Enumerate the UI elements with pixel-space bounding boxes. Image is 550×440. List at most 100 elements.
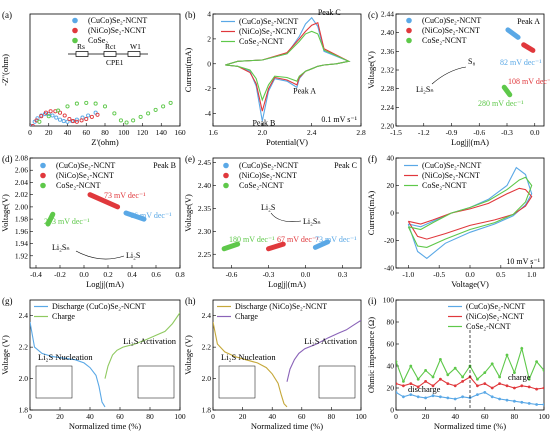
series-point bbox=[402, 384, 405, 388]
series-point bbox=[446, 373, 450, 377]
series-point bbox=[93, 101, 98, 106]
series-point bbox=[112, 111, 117, 116]
y-tick-label: 2.2 bbox=[19, 343, 29, 352]
slope-label: 73 mV dec⁻¹ bbox=[104, 191, 146, 200]
legend-label: (CuCo)Se₂-NCNT bbox=[239, 161, 298, 170]
y-tick-label: 2.08 bbox=[15, 154, 28, 163]
series-point bbox=[48, 109, 53, 114]
x-tick-label: 80 bbox=[328, 412, 336, 421]
legend-swatch bbox=[40, 162, 46, 169]
x-tick-label: 20 bbox=[56, 412, 64, 421]
x-tick-label: 60 bbox=[116, 412, 124, 421]
legend-label: (NiCo)Se₂-NCNT bbox=[466, 312, 524, 321]
plot-area bbox=[221, 239, 331, 252]
series-point bbox=[409, 393, 413, 396]
panel-label: (h) bbox=[185, 296, 196, 306]
y-tick-label: 1.96 bbox=[15, 227, 28, 236]
legend-label: (NiCo)Se₂-NCNT bbox=[239, 27, 297, 36]
panel-label: (a) bbox=[2, 10, 12, 20]
series-point bbox=[67, 116, 72, 122]
series-point bbox=[446, 396, 450, 400]
y-tick-label: 2.25 bbox=[198, 250, 211, 259]
legend-label: (NiCo)Se₂-NCNT bbox=[422, 26, 480, 35]
legend-label: (NiCo)Se₂-NCNT bbox=[88, 26, 146, 35]
legend-label: CoSe₂-NCNT bbox=[466, 322, 511, 331]
x-tick-label: -1.5 bbox=[390, 128, 402, 137]
legend-label: Charge bbox=[235, 312, 258, 321]
series-point bbox=[505, 398, 509, 402]
legend-label: (CuCo)Se₂-NCNT bbox=[466, 302, 525, 311]
slope-label: 66 mV dec⁻¹ bbox=[130, 211, 172, 220]
series-point bbox=[84, 100, 89, 105]
y-axis-label: Current(mA) bbox=[183, 48, 193, 93]
reaction-arrow bbox=[431, 66, 467, 85]
legend-label: CoSe₂ bbox=[88, 36, 108, 45]
x-tick-label: -0.4 bbox=[30, 270, 42, 279]
x-axis-label: Z'(ohm) bbox=[91, 137, 119, 147]
y-tick-label: 2.35 bbox=[198, 204, 211, 213]
x-tick-label: 20 bbox=[239, 412, 247, 421]
legend-swatch bbox=[72, 17, 78, 24]
y-tick-label: 2.02 bbox=[15, 190, 28, 199]
series-point bbox=[118, 118, 123, 123]
y-tick-label: 2.28 bbox=[381, 84, 394, 93]
plot-area bbox=[30, 100, 173, 126]
y-tick-label: 2.0 bbox=[19, 374, 29, 383]
x-axis-label: Normalized time (%) bbox=[69, 421, 141, 431]
series-point bbox=[89, 114, 94, 119]
y-tick-label: 1.8 bbox=[19, 406, 29, 415]
panel-b: (b) 1.6 2.0 2.4 2.8 -4 -2 0 2 4 Potential(V) Curren… bbox=[183, 8, 366, 147]
series-point bbox=[146, 111, 151, 116]
series-point bbox=[483, 382, 487, 385]
legend-label: (NiCo)Se₂-NCNT bbox=[239, 171, 297, 180]
plot-area bbox=[501, 27, 536, 98]
panel-h: (h) 0 20 40 60 80 100 1.8 2.0 2.2 2.4 Normalized ti… bbox=[183, 296, 367, 431]
legend-label: CoSe₂-NCNT bbox=[239, 37, 284, 46]
series-point bbox=[439, 377, 442, 381]
y-tick-label: 2.0 bbox=[202, 374, 212, 383]
series-point bbox=[439, 358, 442, 361]
x-axis-label: Potential(V) bbox=[266, 137, 308, 147]
annotation: Peak B bbox=[252, 118, 275, 127]
series-point bbox=[61, 119, 66, 124]
annotation: Li₂S Nucleation bbox=[221, 352, 276, 362]
circuit-warburg bbox=[127, 51, 141, 57]
y-tick-label: 0 bbox=[390, 406, 394, 415]
series-point bbox=[424, 380, 427, 383]
x-tick-label: 0.0 bbox=[530, 128, 540, 137]
x-tick-label: 1.6 bbox=[208, 128, 218, 137]
series-point bbox=[86, 113, 91, 118]
y-tick-label: 2.4 bbox=[19, 311, 29, 320]
plot-frame bbox=[212, 13, 362, 127]
tafel-segment bbox=[221, 241, 241, 252]
annotation: Li₂S Activation bbox=[304, 336, 358, 346]
tafel-segment bbox=[266, 241, 286, 252]
annotation: S₈ bbox=[468, 57, 475, 66]
inset-plot bbox=[35, 365, 73, 399]
y-axis-label: Voltage(V) bbox=[366, 51, 376, 89]
legend-label: CoSe₂-NCNT bbox=[56, 181, 101, 190]
x-tick-label: -1.0 bbox=[402, 270, 414, 279]
series-line bbox=[213, 321, 288, 408]
series-point bbox=[396, 382, 398, 385]
series-point bbox=[490, 386, 494, 390]
panel-g: (g) 0 20 40 60 80 100 1.8 2.0 2.2 2.4 Normalized ti… bbox=[0, 296, 186, 431]
y-tick-label: -20 bbox=[384, 236, 394, 245]
x-tick-label: 100 bbox=[538, 412, 550, 421]
y-tick-label: 2.30 bbox=[198, 227, 211, 236]
series-point bbox=[513, 399, 516, 403]
x-tick-label: 60 bbox=[83, 128, 91, 137]
series-point bbox=[46, 114, 51, 119]
series-point bbox=[498, 397, 501, 401]
y-tick-label: 2.20 bbox=[381, 122, 394, 131]
x-tick-label: -1.2 bbox=[418, 128, 430, 137]
series-point bbox=[498, 375, 501, 379]
panel-label: (d) bbox=[2, 154, 13, 164]
annotation: Li₂S Nucleation bbox=[38, 352, 93, 362]
legend-swatch bbox=[72, 27, 78, 34]
y-tick-label: 2.40 bbox=[198, 181, 211, 190]
series-point bbox=[505, 384, 509, 388]
x-tick-label: -0.2 bbox=[54, 270, 66, 279]
series-point bbox=[416, 377, 420, 381]
panel-d: (d) -0.4 -0.2 0.0 0.2 0.4 0.6 0.8 1.92 1.94 1.96 1.… bbox=[0, 154, 185, 290]
